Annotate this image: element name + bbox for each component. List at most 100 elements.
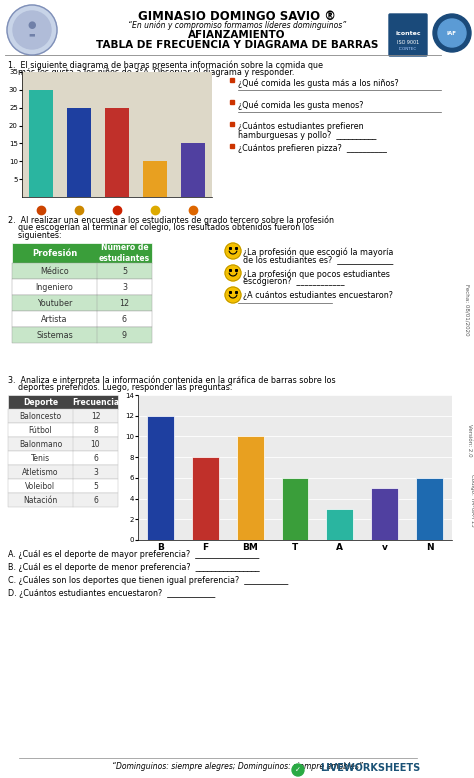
Bar <box>12 327 152 343</box>
Text: ¿La profesión que escogió la mayoría: ¿La profesión que escogió la mayoría <box>243 247 393 257</box>
Text: IAF: IAF <box>447 30 457 36</box>
Text: GIMNASIO DOMINGO SAVIO ®: GIMNASIO DOMINGO SAVIO ® <box>138 10 336 23</box>
Text: Ingeniero: Ingeniero <box>36 282 73 292</box>
Bar <box>181 143 205 197</box>
Text: ¿La profesión que pocos estudiantes: ¿La profesión que pocos estudiantes <box>243 269 390 279</box>
Bar <box>371 489 398 540</box>
Bar <box>8 451 118 465</box>
Bar <box>8 479 118 493</box>
Text: Fútbol: Fútbol <box>28 426 52 434</box>
Text: AFIANZAMIENTO: AFIANZAMIENTO <box>188 30 286 40</box>
Text: siguientes:: siguientes: <box>8 231 62 240</box>
Text: Fecha: 08/01/2020: Fecha: 08/01/2020 <box>465 284 470 336</box>
Text: deportes preferidos. Luego, responder las preguntas:: deportes preferidos. Luego, responder la… <box>8 383 233 392</box>
Text: escogieron?  ____________: escogieron? ____________ <box>243 277 345 286</box>
Bar <box>12 279 152 295</box>
Bar <box>12 243 152 263</box>
Text: Natación: Natación <box>23 496 58 504</box>
Circle shape <box>433 14 471 52</box>
Text: ¿A cuántos estudiantes encuestaron?: ¿A cuántos estudiantes encuestaron? <box>243 291 393 300</box>
Bar <box>67 107 91 197</box>
Bar <box>8 395 118 409</box>
Text: icontec: icontec <box>395 30 421 36</box>
Text: 12: 12 <box>119 299 129 307</box>
Text: Número de
estudiantes: Número de estudiantes <box>99 244 150 263</box>
Text: 8: 8 <box>93 426 98 434</box>
Text: Versión: 2.0: Versión: 2.0 <box>467 424 473 457</box>
Bar <box>8 493 118 507</box>
Text: ▬: ▬ <box>29 31 35 37</box>
Bar <box>105 107 129 197</box>
Bar <box>237 436 264 540</box>
Text: 3.  Analiza e interpreta la información contenida en la gráfica de barras sobre : 3. Analiza e interpreta la información c… <box>8 375 336 384</box>
Text: Código: TM-GA-F15: Código: TM-GA-F15 <box>470 474 474 527</box>
Bar <box>147 415 174 540</box>
Text: 6: 6 <box>93 454 98 462</box>
Text: Baloncesto: Baloncesto <box>19 412 62 420</box>
Text: “En unión y compromiso formamos líderes dominguinos”: “En unión y compromiso formamos líderes … <box>128 20 346 30</box>
Bar <box>282 478 309 540</box>
Bar <box>8 423 118 437</box>
Text: 12: 12 <box>91 412 100 420</box>
Text: ✓: ✓ <box>295 767 301 773</box>
Circle shape <box>292 764 304 776</box>
Text: Deporte: Deporte <box>23 398 58 406</box>
Text: 10: 10 <box>91 440 100 448</box>
Bar <box>12 311 152 327</box>
Text: TABLA DE FRECUENCIA Y DIAGRAMA DE BARRAS: TABLA DE FRECUENCIA Y DIAGRAMA DE BARRAS <box>96 40 378 50</box>
Text: Profesión: Profesión <box>32 248 77 258</box>
Text: 3: 3 <box>122 282 127 292</box>
Text: Tenis: Tenis <box>31 454 50 462</box>
Text: más les gusta a los niños de 3°A. Observar el diagrama y responder.: más les gusta a los niños de 3°A. Observ… <box>8 68 294 77</box>
Text: Atletismo: Atletismo <box>22 468 59 476</box>
Text: LIVEWORKSHEETS: LIVEWORKSHEETS <box>320 763 420 773</box>
Text: B. ¿Cuál es el deporte de menor preferencia?  ________________: B. ¿Cuál es el deporte de menor preferen… <box>8 563 260 572</box>
Text: ¿Cuántos estudiantes prefieren: ¿Cuántos estudiantes prefieren <box>238 122 364 131</box>
Text: ●: ● <box>28 20 36 30</box>
Text: D. ¿Cuántos estudiantes encuestaron?  ____________: D. ¿Cuántos estudiantes encuestaron? ___… <box>8 589 215 598</box>
Text: 1.  El siguiente diagrama de barras presenta información sobre la comida que: 1. El siguiente diagrama de barras prese… <box>8 60 323 69</box>
Text: 5: 5 <box>122 267 127 275</box>
Text: ¿Qué comida les gusta más a los niños?: ¿Qué comida les gusta más a los niños? <box>238 78 399 87</box>
Text: ¿Cuántos prefieren pizza?  __________: ¿Cuántos prefieren pizza? __________ <box>238 144 387 153</box>
Text: hamburguesas y pollo?  __________: hamburguesas y pollo? __________ <box>238 131 376 140</box>
Bar <box>416 478 443 540</box>
Text: A. ¿Cuál es el deporte de mayor preferencia?  ________________: A. ¿Cuál es el deporte de mayor preferen… <box>8 550 259 559</box>
Text: 6: 6 <box>93 496 98 504</box>
Bar <box>327 509 353 540</box>
Text: ¿Qué comida les gusta menos?: ¿Qué comida les gusta menos? <box>238 100 364 110</box>
Text: 3: 3 <box>93 468 98 476</box>
Text: 6: 6 <box>122 314 127 324</box>
Bar <box>8 465 118 479</box>
Text: que escogerían al terminar el colegio, los resultados obtenidos fueron los: que escogerían al terminar el colegio, l… <box>8 223 314 232</box>
Circle shape <box>7 5 57 55</box>
Circle shape <box>225 287 241 303</box>
Text: Balonmano: Balonmano <box>19 440 62 448</box>
Text: ISO 9001: ISO 9001 <box>397 40 419 44</box>
Text: C. ¿Cuáles son los deportes que tienen igual preferencia?  ___________: C. ¿Cuáles son los deportes que tienen i… <box>8 576 288 585</box>
Circle shape <box>438 19 466 47</box>
Text: “Dominguinos: siempre alegres; Dominguinos: siempre amables”: “Dominguinos: siempre alegres; Dominguin… <box>111 762 363 771</box>
Bar <box>143 161 167 197</box>
Circle shape <box>13 11 51 49</box>
Text: Voleibol: Voleibol <box>26 482 55 490</box>
Text: Artista: Artista <box>41 314 68 324</box>
Text: 9: 9 <box>122 331 127 339</box>
Text: 2.  Al realizar una encuesta a los estudiantes de grado tercero sobre la profesi: 2. Al realizar una encuesta a los estudi… <box>8 215 334 225</box>
Circle shape <box>225 243 241 259</box>
Bar <box>8 437 118 451</box>
Bar <box>28 89 54 197</box>
Text: Médico: Médico <box>40 267 69 275</box>
Text: Frecuencia: Frecuencia <box>72 398 119 406</box>
Bar <box>8 409 118 423</box>
Circle shape <box>225 265 241 281</box>
Text: ICONTEC: ICONTEC <box>399 47 417 51</box>
Bar <box>12 263 152 279</box>
FancyBboxPatch shape <box>389 14 427 56</box>
Text: Sistemas: Sistemas <box>36 331 73 339</box>
Bar <box>192 457 219 540</box>
Bar <box>12 295 152 311</box>
Text: Youtuber: Youtuber <box>37 299 72 307</box>
Text: de los estudiantes es?  ______________: de los estudiantes es? ______________ <box>243 255 393 264</box>
Text: 5: 5 <box>93 482 98 490</box>
